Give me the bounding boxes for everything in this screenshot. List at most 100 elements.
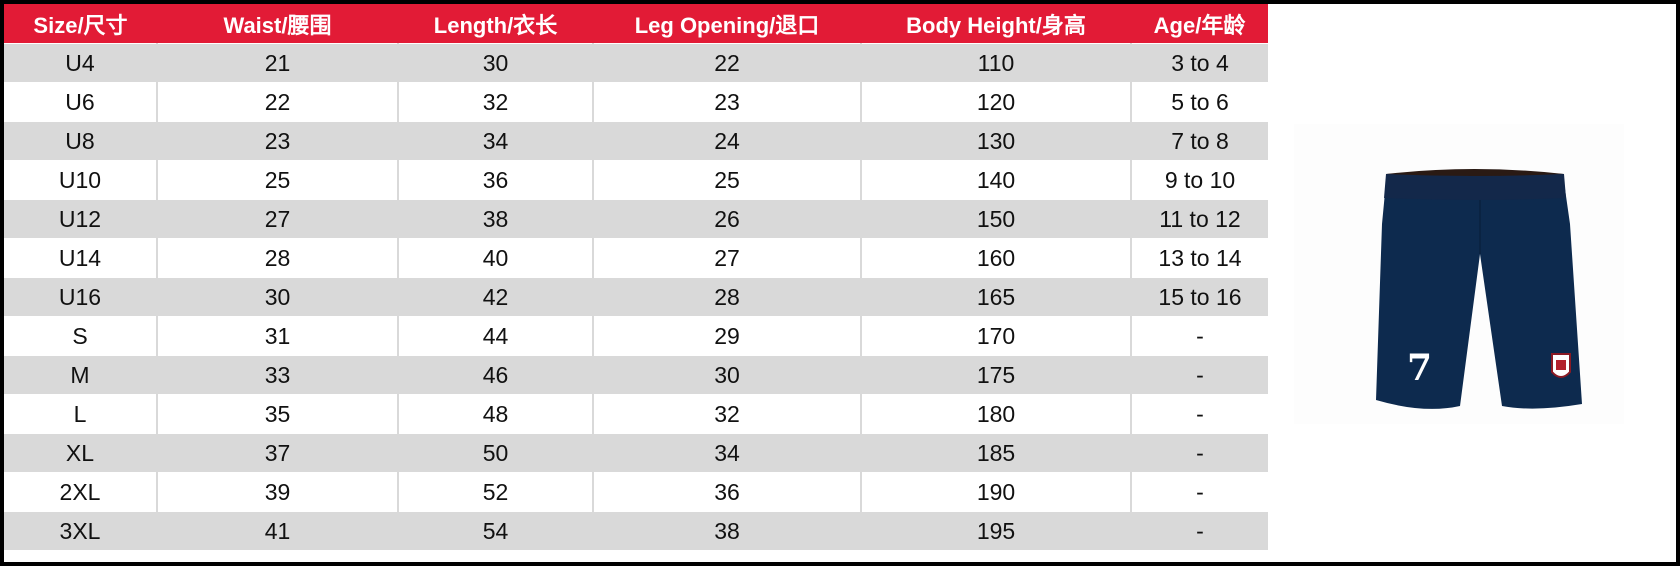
table-cell: U16 bbox=[4, 277, 157, 317]
table-cell: 38 bbox=[397, 199, 593, 239]
table-cell: 15 to 16 bbox=[1130, 277, 1268, 317]
table-cell: L bbox=[4, 394, 157, 434]
table-cell: - bbox=[1130, 355, 1268, 395]
table-cell: 195 bbox=[860, 511, 1131, 550]
table-cell: 21 bbox=[156, 43, 398, 83]
table-cell: S bbox=[4, 316, 157, 356]
table-cell: 30 bbox=[592, 355, 861, 395]
table-cell: 150 bbox=[860, 199, 1131, 239]
table-cell: 5 to 6 bbox=[1130, 82, 1268, 122]
column-header: Size/尺寸 bbox=[4, 4, 157, 44]
table-cell: 50 bbox=[397, 433, 593, 473]
table-row: M 33 46 30 175- bbox=[4, 355, 1268, 395]
header-row: Size/尺寸 Waist/腰围 Length/衣长 Leg Opening/退口 Bo… bbox=[4, 4, 1268, 44]
table-cell: U4 bbox=[4, 43, 157, 83]
table-cell: 180 bbox=[860, 394, 1131, 434]
table-cell: 25 bbox=[156, 160, 398, 200]
table-cell: 36 bbox=[592, 472, 861, 512]
table-cell: 2XL bbox=[4, 472, 157, 512]
table-row: U4 21 30 22 110 3 to 4 bbox=[4, 43, 1268, 83]
shorts-image: 7 bbox=[1294, 124, 1624, 424]
table-cell: 29 bbox=[592, 316, 861, 356]
table-cell: 35 bbox=[156, 394, 398, 434]
table-cell: 175 bbox=[860, 355, 1131, 395]
table-row: 2XL 39 52 36 190- bbox=[4, 472, 1268, 512]
table-cell: 41 bbox=[156, 511, 398, 550]
table-row: S 31 44 29 170- bbox=[4, 316, 1268, 356]
table-cell: 37 bbox=[156, 433, 398, 473]
table-cell: 185 bbox=[860, 433, 1131, 473]
table-cell: 3 to 4 bbox=[1130, 43, 1268, 83]
table-row: U10 25 36 25 140 9 to 10 bbox=[4, 160, 1268, 200]
table-cell: 22 bbox=[592, 43, 861, 83]
column-header: Waist/腰围 bbox=[157, 4, 398, 44]
table-cell: 11 to 12 bbox=[1130, 199, 1268, 239]
crest-icon bbox=[1551, 353, 1571, 378]
table-cell: 44 bbox=[397, 316, 593, 356]
table-row: 3XL 41 54 38 195- bbox=[4, 511, 1268, 550]
table-cell: 130 bbox=[860, 121, 1131, 161]
table-cell: U14 bbox=[4, 238, 157, 278]
table-row: U8 23 34 24 130 7 to 8 bbox=[4, 121, 1268, 161]
table-cell: 30 bbox=[156, 277, 398, 317]
table-cell: 54 bbox=[397, 511, 593, 550]
table-cell: 34 bbox=[397, 121, 593, 161]
table-cell: 52 bbox=[397, 472, 593, 512]
table-cell: 34 bbox=[592, 433, 861, 473]
table-cell: 46 bbox=[397, 355, 593, 395]
table-cell: 140 bbox=[860, 160, 1131, 200]
table-cell: 28 bbox=[156, 238, 398, 278]
table-cell: 27 bbox=[156, 199, 398, 239]
table-cell: 22 bbox=[156, 82, 398, 122]
table-cell: 190 bbox=[860, 472, 1131, 512]
table-cell: 31 bbox=[156, 316, 398, 356]
table-cell: 28 bbox=[592, 277, 861, 317]
column-header: Body Height/身高 bbox=[861, 4, 1131, 44]
table-row: U14 28 40 27 160 13 to 14 bbox=[4, 238, 1268, 278]
table-cell: - bbox=[1130, 511, 1268, 550]
column-header: Length/衣长 bbox=[398, 4, 593, 44]
shorts-number: 7 bbox=[1407, 347, 1432, 389]
table-cell: 160 bbox=[860, 238, 1131, 278]
table-row: U16 30 42 28 165 15 to 16 bbox=[4, 277, 1268, 317]
table-cell: - bbox=[1130, 394, 1268, 434]
table-cell: 38 bbox=[592, 511, 861, 550]
table-cell: 40 bbox=[397, 238, 593, 278]
shorts-body bbox=[1376, 182, 1582, 409]
table-cell: 23 bbox=[592, 82, 861, 122]
table-cell: 30 bbox=[397, 43, 593, 83]
table-row: L 35 48 32 180- bbox=[4, 394, 1268, 434]
table-cell: 33 bbox=[156, 355, 398, 395]
table-cell: 24 bbox=[592, 121, 861, 161]
column-header: Leg Opening/退口 bbox=[593, 4, 861, 44]
table-cell: 48 bbox=[397, 394, 593, 434]
table-row: U12 27 38 26 150 11 to 12 bbox=[4, 199, 1268, 239]
table-cell: - bbox=[1130, 433, 1268, 473]
table-cell: 26 bbox=[592, 199, 861, 239]
table-cell: - bbox=[1130, 316, 1268, 356]
table-cell: 23 bbox=[156, 121, 398, 161]
table-row: XL 37 50 34 185- bbox=[4, 433, 1268, 473]
table-cell: XL bbox=[4, 433, 157, 473]
table-cell: 120 bbox=[860, 82, 1131, 122]
table-cell: 9 to 10 bbox=[1130, 160, 1268, 200]
table-cell: 13 to 14 bbox=[1130, 238, 1268, 278]
table-cell: U6 bbox=[4, 82, 157, 122]
table-cell: 3XL bbox=[4, 511, 157, 550]
table-cell: - bbox=[1130, 472, 1268, 512]
table-cell: U10 bbox=[4, 160, 157, 200]
size-table: Size/尺寸 Waist/腰围 Length/衣长 Leg Opening/退口 Bo… bbox=[4, 4, 1268, 550]
table-cell: 36 bbox=[397, 160, 593, 200]
table-cell: 170 bbox=[860, 316, 1131, 356]
table-cell: 165 bbox=[860, 277, 1131, 317]
table-cell: 110 bbox=[860, 43, 1131, 83]
table-cell: 27 bbox=[592, 238, 861, 278]
table-cell: 25 bbox=[592, 160, 861, 200]
table-cell: 32 bbox=[397, 82, 593, 122]
table-cell: 39 bbox=[156, 472, 398, 512]
table-cell: 7 to 8 bbox=[1130, 121, 1268, 161]
table-cell: M bbox=[4, 355, 157, 395]
table-cell: 32 bbox=[592, 394, 861, 434]
column-header: Age/年龄 bbox=[1131, 4, 1268, 44]
